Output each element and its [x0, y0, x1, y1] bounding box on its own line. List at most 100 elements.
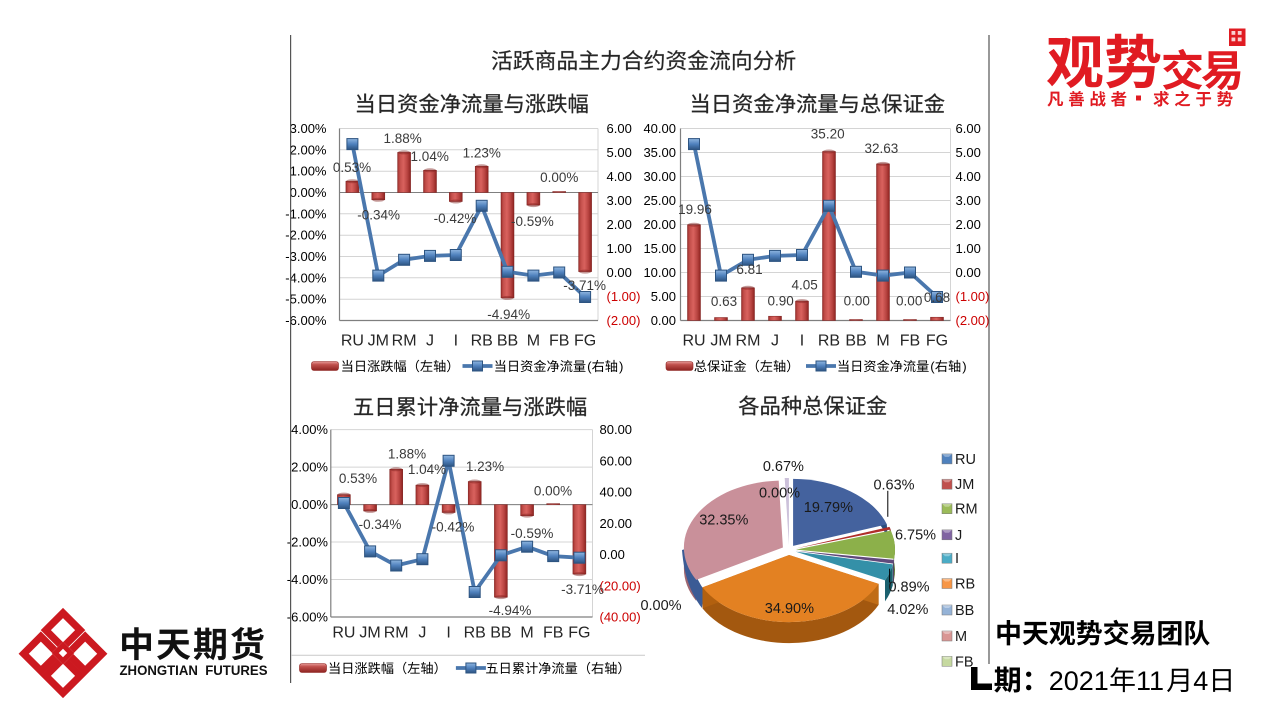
svg-text:-0.42%: -0.42% — [434, 211, 477, 226]
svg-text:0.00: 0.00 — [844, 294, 870, 309]
svg-text:10.00: 10.00 — [643, 265, 676, 280]
svg-text:0.00: 0.00 — [607, 265, 632, 280]
svg-text:0.00%: 0.00% — [759, 486, 800, 502]
svg-text:RM: RM — [955, 502, 978, 518]
svg-text:-5.00%: -5.00% — [285, 292, 327, 307]
svg-text:0.53%: 0.53% — [333, 160, 371, 175]
svg-text:1.23%: 1.23% — [463, 146, 501, 161]
svg-text:(1.00): (1.00) — [956, 289, 990, 304]
svg-text:0.00%: 0.00% — [640, 598, 681, 614]
svg-text:4.02%: 4.02% — [887, 602, 928, 618]
svg-text:0.89%: 0.89% — [888, 580, 929, 596]
svg-text:M: M — [520, 625, 533, 642]
svg-text:3.00: 3.00 — [956, 193, 981, 208]
svg-text:6.75%: 6.75% — [895, 528, 936, 544]
svg-text:4.00: 4.00 — [607, 169, 632, 184]
svg-text:30.00: 30.00 — [643, 169, 676, 184]
svg-text:0.00%: 0.00% — [290, 185, 327, 200]
svg-text:(: ( — [587, 359, 592, 374]
svg-text:0.00: 0.00 — [600, 547, 625, 562]
svg-text:20.00: 20.00 — [643, 217, 676, 232]
svg-text:FB: FB — [549, 333, 569, 350]
svg-text:RB: RB — [464, 625, 486, 642]
svg-text:60.00: 60.00 — [600, 453, 633, 468]
svg-text:JM: JM — [710, 333, 731, 350]
svg-text:6.00: 6.00 — [956, 121, 981, 136]
svg-text:1.00: 1.00 — [607, 241, 632, 256]
svg-text:RM: RM — [392, 333, 417, 350]
svg-text:5.00: 5.00 — [651, 289, 676, 304]
svg-text:0.67%: 0.67% — [763, 459, 804, 475]
svg-text:0.63: 0.63 — [711, 294, 737, 309]
svg-text:4.05: 4.05 — [791, 278, 817, 293]
svg-text:(2.00): (2.00) — [956, 313, 990, 328]
svg-text:35.00: 35.00 — [643, 145, 676, 160]
svg-text:RB: RB — [955, 577, 975, 593]
svg-text:19.96: 19.96 — [678, 202, 712, 217]
svg-text:-2.00%: -2.00% — [287, 535, 329, 550]
svg-text:4: 4 — [1193, 666, 1208, 696]
svg-text:5.00: 5.00 — [956, 145, 981, 160]
svg-text:FG: FG — [568, 625, 590, 642]
svg-text:1.00%: 1.00% — [290, 164, 327, 179]
svg-text:-4.00%: -4.00% — [285, 270, 327, 285]
svg-text:32.63: 32.63 — [865, 141, 899, 156]
svg-text:0.63%: 0.63% — [873, 478, 914, 494]
svg-text:-0.34%: -0.34% — [359, 517, 402, 532]
svg-text:RU: RU — [332, 625, 355, 642]
svg-text:RU: RU — [682, 333, 705, 350]
svg-text:I: I — [454, 333, 458, 350]
svg-text:32.35%: 32.35% — [699, 513, 748, 529]
svg-text:-0.34%: -0.34% — [357, 208, 400, 223]
svg-text:15.00: 15.00 — [643, 241, 676, 256]
svg-text:1.88%: 1.88% — [383, 131, 421, 146]
svg-text:0.00: 0.00 — [896, 294, 922, 309]
svg-text:-4.00%: -4.00% — [287, 572, 329, 587]
svg-text:2.00%: 2.00% — [290, 142, 327, 157]
svg-text:(20.00): (20.00) — [600, 578, 641, 593]
svg-text:BB: BB — [845, 333, 866, 350]
svg-text:40.00: 40.00 — [643, 121, 676, 136]
svg-text:2021: 2021 — [1049, 666, 1109, 696]
svg-text:FB: FB — [955, 654, 974, 670]
svg-text:RU: RU — [955, 452, 976, 468]
svg-text:0.90: 0.90 — [767, 294, 793, 309]
svg-text:1.04%: 1.04% — [408, 462, 446, 477]
svg-text:RM: RM — [736, 333, 761, 350]
svg-text:-0.59%: -0.59% — [511, 526, 554, 541]
svg-text:FB: FB — [543, 625, 563, 642]
svg-text:): ) — [619, 359, 623, 374]
svg-text:-3.71%: -3.71% — [561, 582, 604, 597]
svg-text:0.00%: 0.00% — [540, 170, 578, 185]
svg-text:0.00: 0.00 — [651, 313, 676, 328]
svg-text:-6.00%: -6.00% — [287, 610, 329, 625]
svg-text:I: I — [955, 551, 959, 567]
svg-text:6.81: 6.81 — [736, 262, 762, 277]
svg-text:M: M — [527, 333, 540, 350]
svg-text:JM: JM — [955, 477, 974, 493]
svg-text:-6.00%: -6.00% — [285, 313, 327, 328]
svg-text:34.90%: 34.90% — [765, 601, 814, 617]
svg-text:-3.00%: -3.00% — [285, 249, 327, 264]
svg-text:3.00: 3.00 — [607, 193, 632, 208]
svg-text:4.00: 4.00 — [956, 169, 981, 184]
svg-text:0.00%: 0.00% — [534, 484, 572, 499]
svg-text:J: J — [418, 625, 426, 642]
svg-text:J: J — [771, 333, 779, 350]
svg-text:2.00: 2.00 — [956, 217, 981, 232]
svg-text:-1.00%: -1.00% — [285, 206, 327, 221]
svg-text:11: 11 — [1136, 666, 1164, 696]
svg-text:(2.00): (2.00) — [607, 313, 641, 328]
svg-text:3.00%: 3.00% — [290, 121, 327, 136]
svg-text:BB: BB — [955, 603, 974, 619]
svg-text:0.00: 0.00 — [956, 265, 981, 280]
svg-text:-3.71%: -3.71% — [563, 278, 606, 293]
svg-text:(1.00): (1.00) — [607, 289, 641, 304]
svg-text:I: I — [446, 625, 450, 642]
svg-text:25.00: 25.00 — [643, 193, 676, 208]
svg-text:I: I — [800, 333, 804, 350]
svg-text:1.04%: 1.04% — [411, 149, 449, 164]
svg-text:(40.00): (40.00) — [600, 610, 641, 625]
svg-text:RM: RM — [384, 625, 409, 642]
svg-text:M: M — [955, 629, 967, 645]
